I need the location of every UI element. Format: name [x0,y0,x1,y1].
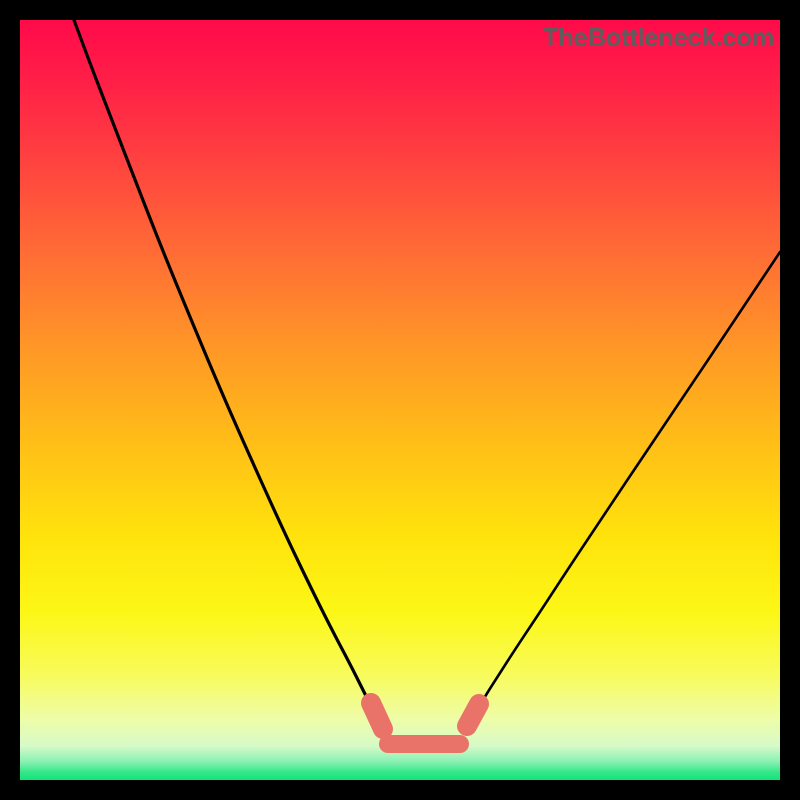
watermark-text: TheBottleneck.com [543,22,774,53]
curve-left [74,20,374,712]
bottom-capsule-right [467,704,479,726]
bottom-capsule-left [371,703,383,729]
chart-overlay-svg [0,0,800,800]
curve-right [476,252,780,712]
